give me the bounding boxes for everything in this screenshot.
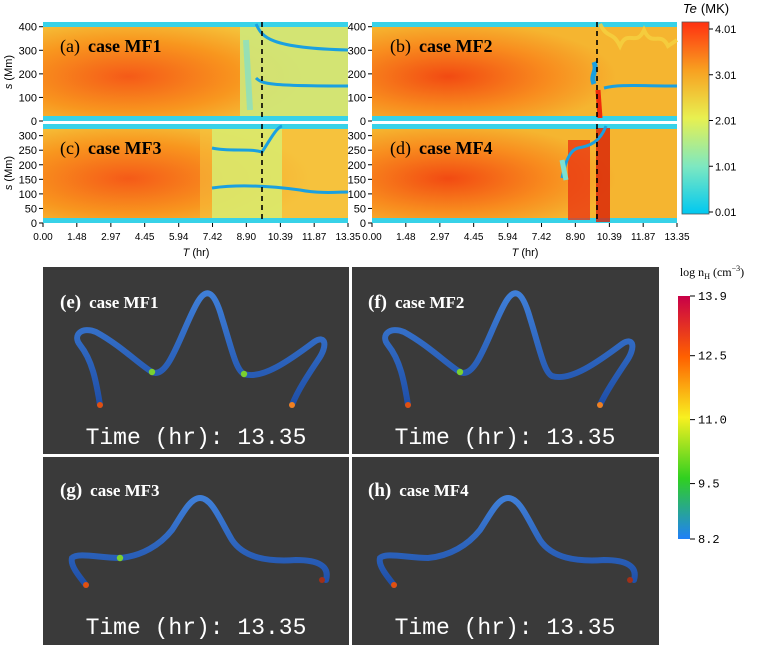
density-colorbar-tick-label: 13.9 [698,290,727,304]
te-colorbar-title: Te (MK) [683,1,729,16]
ytick-label: 400 [19,22,37,34]
ytick-label: 300 [348,131,366,143]
density-colorbar-tick-label: 9.5 [698,478,720,492]
panel-f-time: Time (hr): 13.35 [395,425,616,451]
te-colorbar-bar [681,21,710,215]
xtick-label: 7.42 [532,232,552,243]
panel-e-loop [74,290,328,408]
te-colorbar: Te (MK) 0.01 1.01 2.01 3.01 4.01 [681,1,736,219]
x-ticks: 0.00 1.48 2.97 4.45 5.94 7.42 8.90 10.39 11.87 13… [33,223,690,243]
density-colorbar-tick-label: 12.5 [698,350,727,364]
panel-b [372,22,679,121]
xtick-label: 13.35 [664,232,689,243]
panel-g-label: (g) case MF3 [60,480,160,501]
ytick-label: 50 [25,203,37,215]
panel-g-background [43,457,349,645]
panel-d-plot [372,124,677,223]
ytick-label: 150 [348,174,366,186]
ytick-label: 250 [19,145,37,157]
xtick-label: 8.90 [237,232,257,243]
panel-g-time: Time (hr): 13.35 [86,615,307,641]
ytick-label: 0 [31,218,37,230]
xtick-label: 4.45 [135,232,155,243]
xtick-label: 0.00 [362,232,382,243]
xtick-label: 10.39 [268,232,293,243]
xtick-label: 7.42 [203,232,223,243]
ytick-label: 100 [348,92,366,104]
panel-f: (f) case MF2 Time (hr): 13.35 [352,267,659,454]
panel-f-loop [382,290,636,408]
panel-g: (g) case MF3 Time (hr): 13.35 [43,457,349,645]
te-colorbar-tick-label: 3.01 [715,70,736,82]
density-colorbar-title: log nH (cm−3) [680,264,744,281]
panel-h: (h) case MF4 Time (hr): 13.35 [352,457,659,645]
panel-e: (e) case MF1 Time (hr): 13.35 [43,267,349,454]
xtick-label: 1.48 [67,232,87,243]
density-colorbar-bar [678,296,690,539]
panel-e-background [43,267,349,454]
panel-d-label: (d) case MF4 [390,138,492,159]
xtick-label: 8.90 [566,232,586,243]
te-colorbar-tick-label: 2.01 [715,116,736,128]
ytick-label: 300 [19,131,37,143]
density-colorbar-tick-label: 8.2 [698,533,720,547]
xtick-label: 10.39 [597,232,622,243]
te-colorbar-tick-label: 4.01 [715,24,736,36]
ytick-label: 300 [19,45,37,57]
y-ticks: 0 100 200 300 400 0 100 200 300 400 0 50 100 150 200 25… [19,22,372,230]
panel-h-loop [376,494,638,588]
ytick-label: 400 [348,22,366,34]
xtick-label: 2.97 [101,232,121,243]
panel-e-time: Time (hr): 13.35 [86,425,307,451]
panel-a [43,22,349,121]
xtick-label: 11.87 [302,232,327,243]
ytick-label: 100 [19,92,37,104]
panel-c-label: (c) case MF3 [60,138,161,159]
density-colorbar-tick-label: 11.0 [698,414,727,428]
ytick-label: 300 [348,45,366,57]
x-axis-label-left: T (hr) [183,247,210,259]
y-axis-label-bottom: s(Mm) [3,156,15,190]
density-colorbar: log nH (cm−3) 13.9 12.5 11.0 9.5 8.2 [678,264,744,547]
ytick-label: 200 [19,160,37,172]
xtick-label: 5.94 [169,232,189,243]
panel-e-label: (e) case MF1 [60,292,158,313]
panel-h-label: (h) case MF4 [368,480,469,501]
ytick-label: 150 [19,174,37,186]
xtick-label: 11.87 [631,232,656,243]
ytick-label: 100 [348,189,366,201]
panel-g-loop [68,494,330,588]
panel-h-time: Time (hr): 13.35 [395,615,616,641]
xtick-label: 4.45 [464,232,484,243]
x-axis-label-right: T (hr) [512,247,539,259]
ytick-label: 0 [360,116,366,128]
ytick-label: 200 [19,69,37,81]
ytick-label: 200 [348,160,366,172]
panel-f-label: (f) case MF2 [368,292,464,313]
panel-h-background [352,457,659,645]
ytick-label: 0 [360,218,366,230]
xtick-label: 1.48 [396,232,416,243]
ytick-label: 200 [348,69,366,81]
panel-a-label: (a) case MF1 [60,36,161,57]
ytick-label: 0 [31,116,37,128]
ytick-label: 50 [354,203,366,215]
xtick-label: 0.00 [33,232,53,243]
te-colorbar-tick-label: 1.01 [715,161,736,173]
xtick-label: 5.94 [498,232,518,243]
te-colorbar-tick-label: 0.01 [715,207,736,219]
y-axis-label-top: s(Mm) [3,55,15,89]
panel-d [372,124,677,223]
xtick-label: 2.97 [430,232,450,243]
panel-b-label: (b) case MF2 [390,36,492,57]
xtick-label: 13.35 [335,232,360,243]
ytick-label: 100 [19,189,37,201]
ytick-label: 250 [348,145,366,157]
